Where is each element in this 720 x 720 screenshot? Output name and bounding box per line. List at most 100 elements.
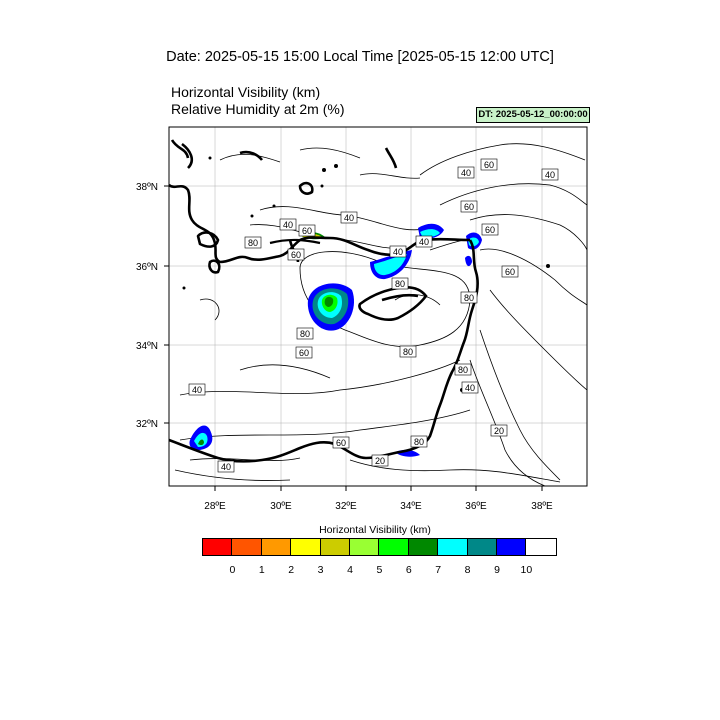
contour-label-box (295, 346, 313, 359)
colorbar-title: Horizontal Visibility (km) (319, 524, 431, 536)
contour-label-box (279, 218, 297, 231)
contour-label: 80 (395, 279, 405, 289)
colorbar-swatch (496, 539, 527, 555)
colorbar-tick-label: 8 (464, 564, 471, 576)
contour-label: 80 (300, 329, 310, 339)
contour-label: 80 (414, 437, 424, 447)
colorbar-swatch (203, 539, 233, 555)
colorbar-tick-label: 7 (435, 564, 442, 576)
lon-tick-label: 34ºE (400, 501, 422, 512)
colorbar-tick-label: 5 (376, 564, 383, 576)
contour-labels: 60 40 40 40 60 60 40 60 80 60 40 40 60 80 80 80 60 80 40 80… (188, 158, 559, 473)
colorbar-swatch (291, 539, 321, 555)
contour-label-box (461, 381, 479, 394)
humidity-contours (174, 143, 587, 486)
contour-label-box (480, 158, 498, 171)
contour-label-box (244, 236, 262, 249)
crete-island (269, 238, 321, 245)
contour-label: 40 (461, 168, 471, 178)
lat-tick-label: 38ºN (136, 182, 158, 193)
contour-label-box (415, 235, 433, 248)
contour-label: 40 (545, 170, 555, 180)
contour-label: 40 (221, 462, 231, 472)
graticule (169, 127, 587, 486)
contour-label: 60 (336, 438, 346, 448)
lat-tick-label: 34ºN (136, 341, 158, 352)
contour-label: 60 (505, 267, 515, 277)
colorbar-swatch (467, 539, 497, 555)
colorbar-tick-label: 9 (494, 564, 500, 576)
contour-label: 60 (484, 160, 494, 170)
colorbar-tick-label: 3 (317, 564, 324, 576)
contour-label-box (287, 248, 305, 261)
contour-label-box (371, 454, 389, 467)
colorbar-tick-label: 1 (258, 564, 265, 576)
visibility-title: Horizontal Visibility (km) (171, 84, 321, 100)
colorbar-swatch (438, 539, 468, 555)
contour-label: 20 (494, 426, 504, 436)
contour-label: 40 (393, 247, 403, 257)
contour-label-box (391, 277, 409, 290)
contour-label: 40 (465, 383, 475, 393)
contour-label-box (389, 245, 407, 258)
contour-label-box (460, 200, 478, 213)
contour-label-box (399, 345, 417, 358)
colorbar-swatch (526, 539, 556, 555)
colorbar-swatch (320, 539, 350, 555)
cyprus-island (358, 285, 428, 321)
colorbar (202, 538, 557, 556)
date-title: Date: 2025-05-15 15:00 Local Time [2025-… (166, 49, 554, 65)
contour-label-box (541, 168, 559, 181)
contour-label-box (457, 166, 475, 179)
contour-label: 80 (464, 293, 474, 303)
colorbar-tick-label: 10 (520, 564, 533, 576)
contour-label: 20 (375, 456, 385, 466)
contour-label-box (501, 265, 519, 278)
colorbar-swatch (349, 539, 380, 555)
contour-label-box (410, 435, 428, 448)
lon-tick-label: 28ºE (204, 501, 226, 512)
contour-label: 60 (464, 202, 474, 212)
colorbar-swatch (232, 539, 262, 555)
contour-label: 60 (291, 250, 301, 260)
contour-label-box (217, 460, 235, 473)
lat-tick-label: 36ºN (136, 262, 158, 273)
lon-tick-label: 32ºE (335, 501, 357, 512)
contour-label: 80 (403, 347, 413, 357)
lon-tick-label: 38ºE (531, 501, 553, 512)
contour-label: 60 (302, 226, 312, 236)
contour-label-box (490, 424, 508, 437)
colorbar-tick-label: 0 (229, 564, 236, 576)
islets (182, 156, 550, 392)
contour-label: 40 (192, 385, 202, 395)
colorbar-swatch (408, 539, 439, 555)
contour-label-box (460, 291, 478, 304)
contour-label-box (332, 436, 350, 449)
colorbar-tick-label: 6 (405, 564, 412, 576)
visibility-fill (189, 223, 482, 457)
contour-label-box (454, 363, 472, 376)
colorbar-swatch (379, 539, 409, 555)
contour-label: 40 (283, 220, 293, 230)
colorbar-swatch (261, 539, 292, 555)
map-frame (168, 126, 588, 487)
contour-label: 80 (248, 238, 258, 248)
contour-label: 60 (299, 348, 309, 358)
contour-label: 80 (458, 365, 468, 375)
axis-ticks (164, 185, 543, 491)
humidity-title: Relative Humidity at 2m (%) (171, 101, 345, 117)
colorbar-tick-label: 4 (347, 564, 353, 576)
lon-tick-label: 36ºE (465, 501, 487, 512)
contour-label-box (296, 327, 314, 340)
contour-label: 60 (485, 225, 495, 235)
init-time-badge: DT: 2025-05-12_00:00:00 (476, 107, 590, 123)
colorbar-tick-label: 2 (288, 564, 295, 576)
contour-label-box (481, 223, 499, 236)
contour-label-box (298, 224, 316, 237)
contour-label: 40 (419, 237, 429, 247)
lon-tick-label: 30ºE (270, 501, 292, 512)
lat-tick-label: 32ºN (136, 419, 158, 430)
contour-label: 40 (344, 213, 354, 223)
contour-label-box (340, 211, 358, 224)
